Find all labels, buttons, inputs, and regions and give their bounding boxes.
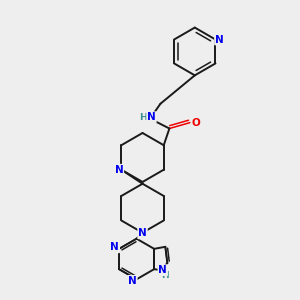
Text: N: N	[147, 112, 156, 122]
Text: H: H	[161, 271, 169, 280]
Text: N: N	[115, 165, 123, 175]
Text: N: N	[215, 34, 224, 44]
Text: N: N	[110, 242, 119, 252]
Text: N: N	[128, 276, 137, 286]
Text: N: N	[158, 265, 167, 275]
Text: O: O	[191, 118, 200, 128]
Text: H: H	[140, 113, 147, 122]
Text: N: N	[138, 228, 147, 238]
